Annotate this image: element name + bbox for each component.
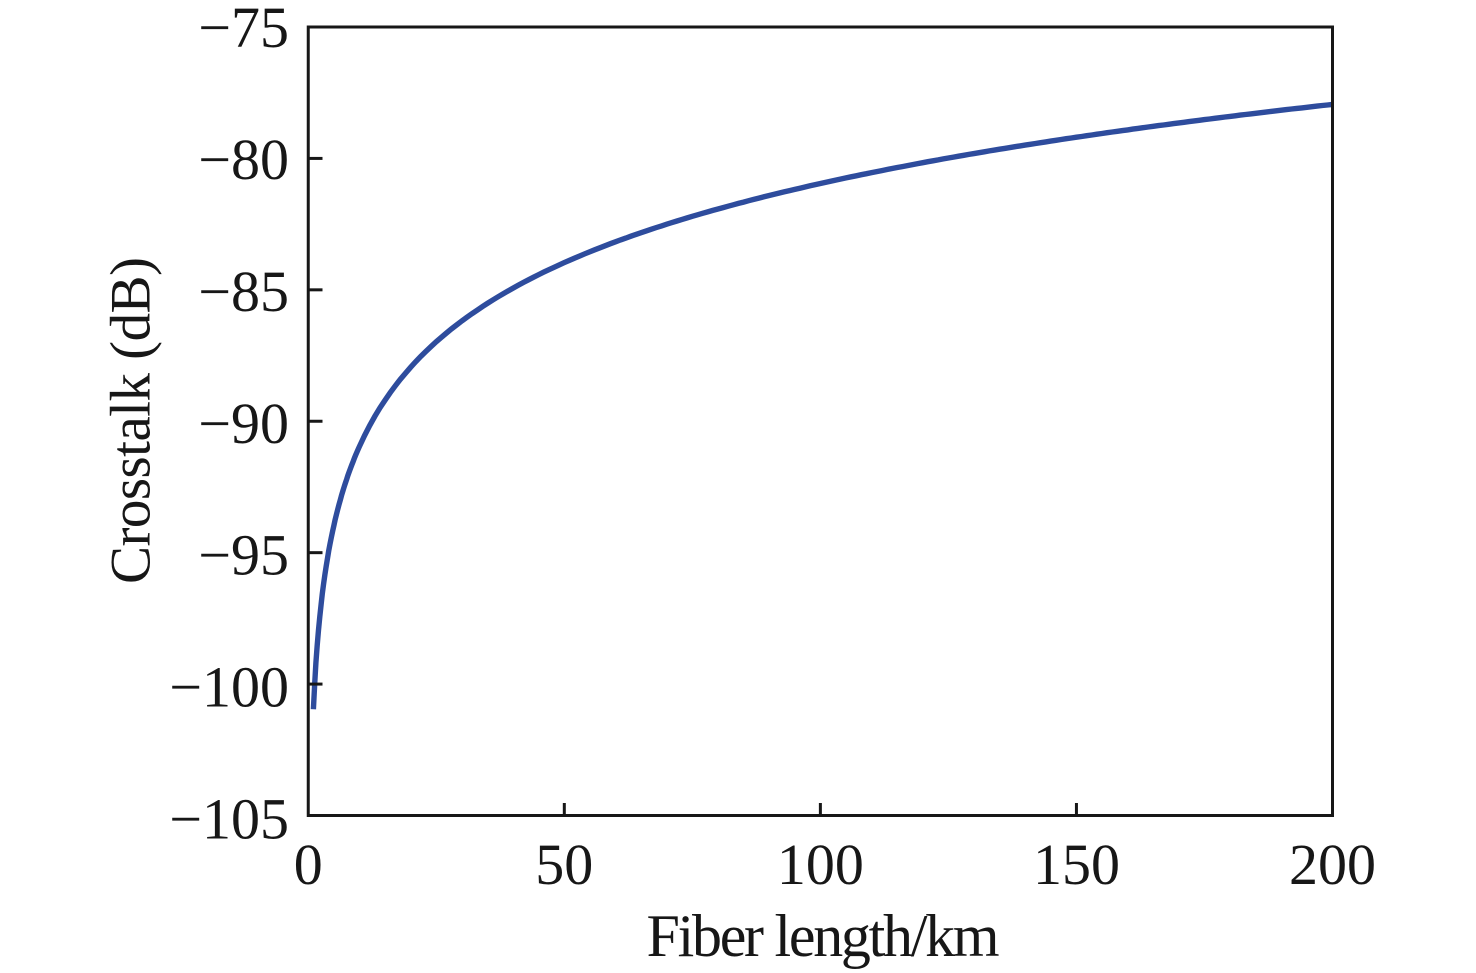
svg-text:−95: −95: [198, 523, 289, 588]
svg-text:100: 100: [777, 832, 864, 897]
svg-text:−100: −100: [169, 655, 289, 720]
svg-text:−75: −75: [198, 0, 289, 60]
svg-text:−80: −80: [198, 127, 289, 192]
svg-text:0: 0: [294, 832, 323, 897]
svg-text:Crosstalk (dB): Crosstalk (dB): [100, 257, 163, 584]
svg-text:150: 150: [1033, 832, 1120, 897]
svg-text:−90: −90: [198, 391, 289, 456]
svg-text:−105: −105: [169, 787, 289, 852]
svg-text:Fiber length/km: Fiber length/km: [647, 903, 1000, 969]
svg-text:50: 50: [535, 832, 593, 897]
svg-text:200: 200: [1289, 832, 1376, 897]
svg-text:−85: −85: [198, 259, 289, 324]
